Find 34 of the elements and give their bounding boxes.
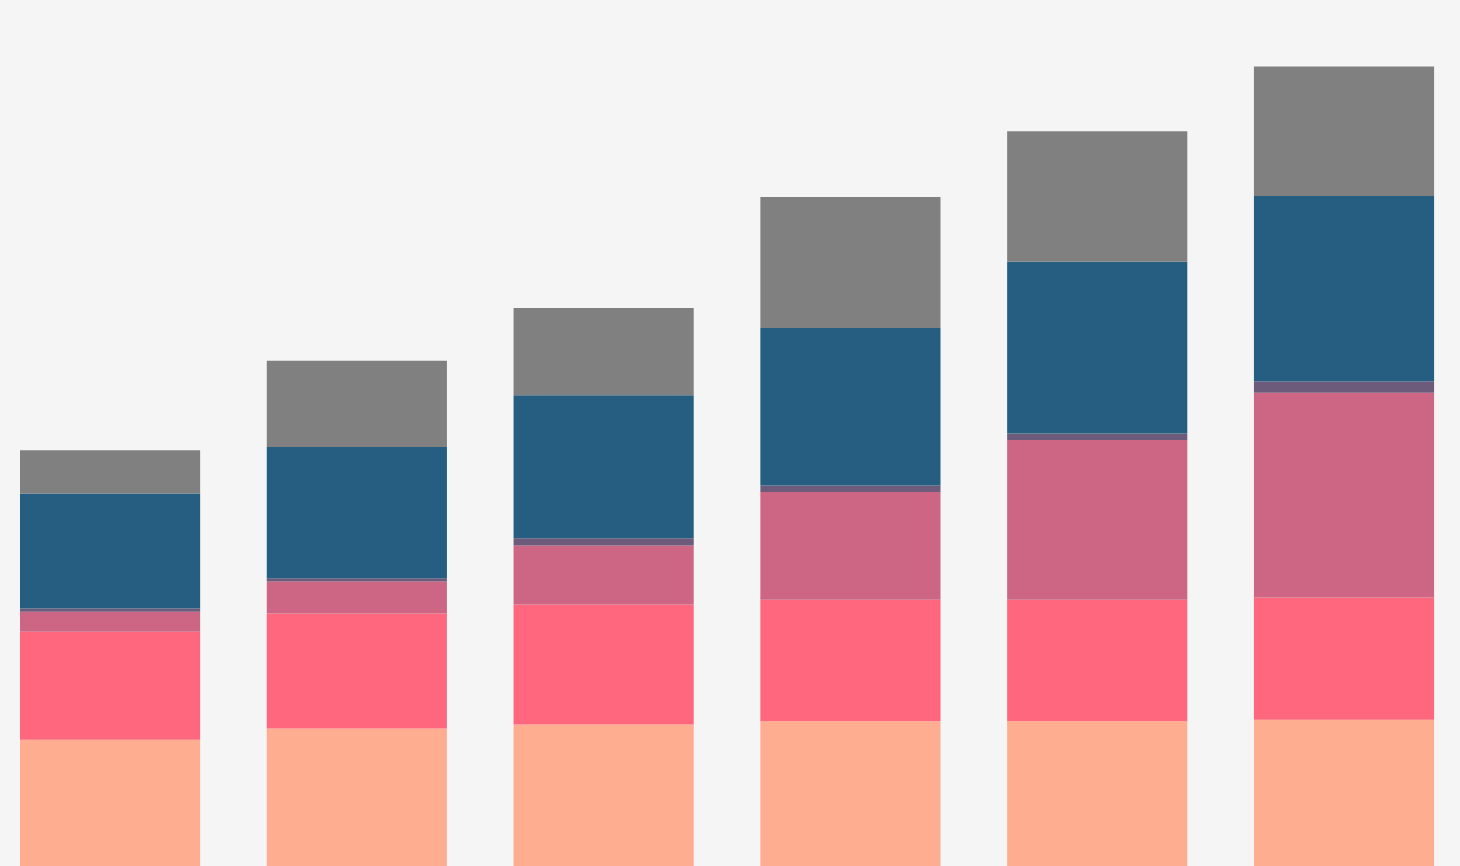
bar [1007,599,1188,722]
bar [513,604,694,725]
bar [1253,66,1435,197]
bar [513,724,694,866]
bar [1253,392,1435,598]
bar [1007,261,1188,434]
bar [266,581,447,614]
bar [513,538,694,546]
bar [513,308,694,396]
bar [266,613,447,729]
bar [1253,381,1435,393]
bar [19,739,201,866]
bar [760,328,941,486]
bar [513,545,694,605]
bar [760,599,941,722]
bar [19,450,201,494]
bar [1253,719,1435,866]
bar [1253,196,1435,382]
bar [266,728,447,866]
bar [1007,439,1188,600]
bar [19,611,201,632]
bar [19,631,201,740]
bar [266,447,447,579]
bar [1007,131,1188,262]
bar [266,360,447,448]
bar [19,493,201,609]
bar [1007,433,1188,440]
bar [760,491,941,600]
bar [760,721,941,866]
bar [1007,721,1188,866]
bar [760,485,941,492]
bar [1253,597,1435,720]
bar [513,395,694,539]
bar [760,196,941,328]
